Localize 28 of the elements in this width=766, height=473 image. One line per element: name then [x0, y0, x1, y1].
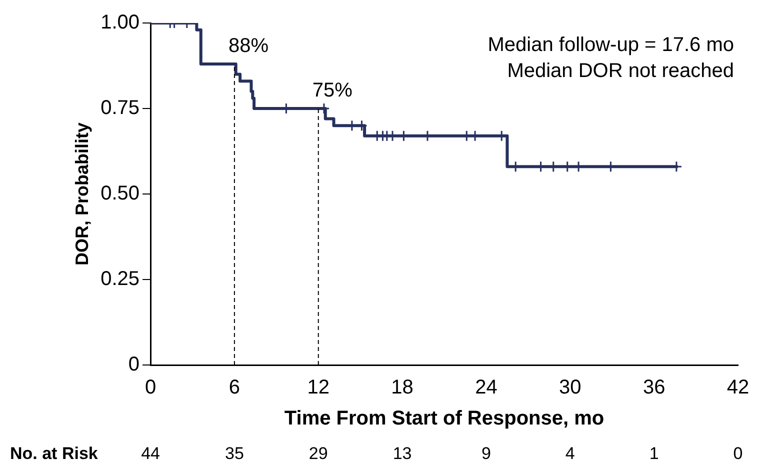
x-tick-label: 36 — [642, 376, 666, 399]
text: 35 — [224, 444, 244, 463]
text: 1 — [649, 444, 659, 463]
y-tick-label: 0.50 — [100, 182, 140, 205]
annotation: Median follow-up = 17.6 mo — [488, 34, 734, 56]
text: 13 — [392, 444, 412, 463]
text: 0 — [733, 444, 743, 463]
annotation: 75% — [312, 80, 353, 102]
text: 44 — [141, 444, 160, 463]
y-tick-label: 0 — [128, 354, 140, 376]
x-tick-label: 12 — [307, 376, 330, 399]
x-axis-title: Time From Start of Response, mo — [284, 408, 604, 430]
y-axis-title: DOR, Probability — [72, 122, 92, 266]
x-tick-label: 6 — [228, 376, 240, 399]
text: 4 — [565, 444, 575, 463]
y-tick-label: 0.75 — [100, 97, 140, 120]
x-tick-label: 30 — [559, 376, 582, 399]
annotation: 88% — [228, 35, 269, 58]
y-tick-label: 0.25 — [100, 268, 140, 290]
x-tick-label: 24 — [475, 376, 498, 399]
x-tick-label: 42 — [726, 376, 750, 399]
text: 29 — [308, 444, 328, 463]
text: No. at Risk — [10, 444, 98, 463]
text: 9 — [481, 444, 491, 463]
x-tick-label: 0 — [144, 376, 156, 399]
y-tick-label: 1.00 — [100, 12, 140, 34]
x-tick-label: 18 — [391, 376, 414, 399]
annotation: Median DOR not reached — [507, 60, 734, 82]
